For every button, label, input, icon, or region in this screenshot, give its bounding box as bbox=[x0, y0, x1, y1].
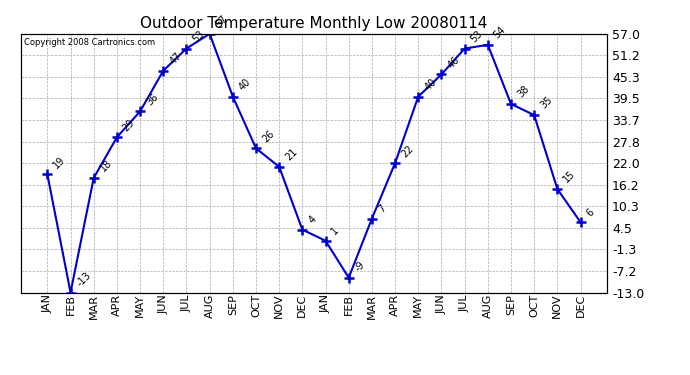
Text: 22: 22 bbox=[400, 143, 415, 159]
Text: 19: 19 bbox=[52, 154, 67, 170]
Text: 29: 29 bbox=[121, 117, 137, 133]
Text: 53: 53 bbox=[190, 28, 206, 44]
Text: 4: 4 bbox=[306, 214, 318, 225]
Text: 36: 36 bbox=[144, 92, 160, 107]
Text: Copyright 2008 Cartronics.com: Copyright 2008 Cartronics.com bbox=[23, 38, 155, 46]
Text: 26: 26 bbox=[260, 128, 276, 144]
Text: 1: 1 bbox=[330, 225, 341, 237]
Text: 18: 18 bbox=[98, 158, 114, 174]
Text: 7: 7 bbox=[376, 203, 388, 214]
Text: 53: 53 bbox=[469, 28, 484, 44]
Text: 6: 6 bbox=[584, 207, 596, 218]
Text: 47: 47 bbox=[168, 51, 184, 66]
Text: -9: -9 bbox=[353, 260, 367, 273]
Title: Outdoor Temperature Monthly Low 20080114: Outdoor Temperature Monthly Low 20080114 bbox=[140, 16, 488, 31]
Text: -13: -13 bbox=[75, 270, 93, 288]
Text: 40: 40 bbox=[422, 77, 438, 92]
Text: 35: 35 bbox=[538, 95, 554, 111]
Text: 15: 15 bbox=[562, 169, 578, 185]
Text: 38: 38 bbox=[515, 84, 531, 100]
Text: 21: 21 bbox=[284, 147, 299, 163]
Text: 57: 57 bbox=[214, 13, 230, 30]
Text: 54: 54 bbox=[492, 25, 508, 40]
Text: 46: 46 bbox=[446, 54, 462, 70]
Text: 40: 40 bbox=[237, 77, 253, 92]
